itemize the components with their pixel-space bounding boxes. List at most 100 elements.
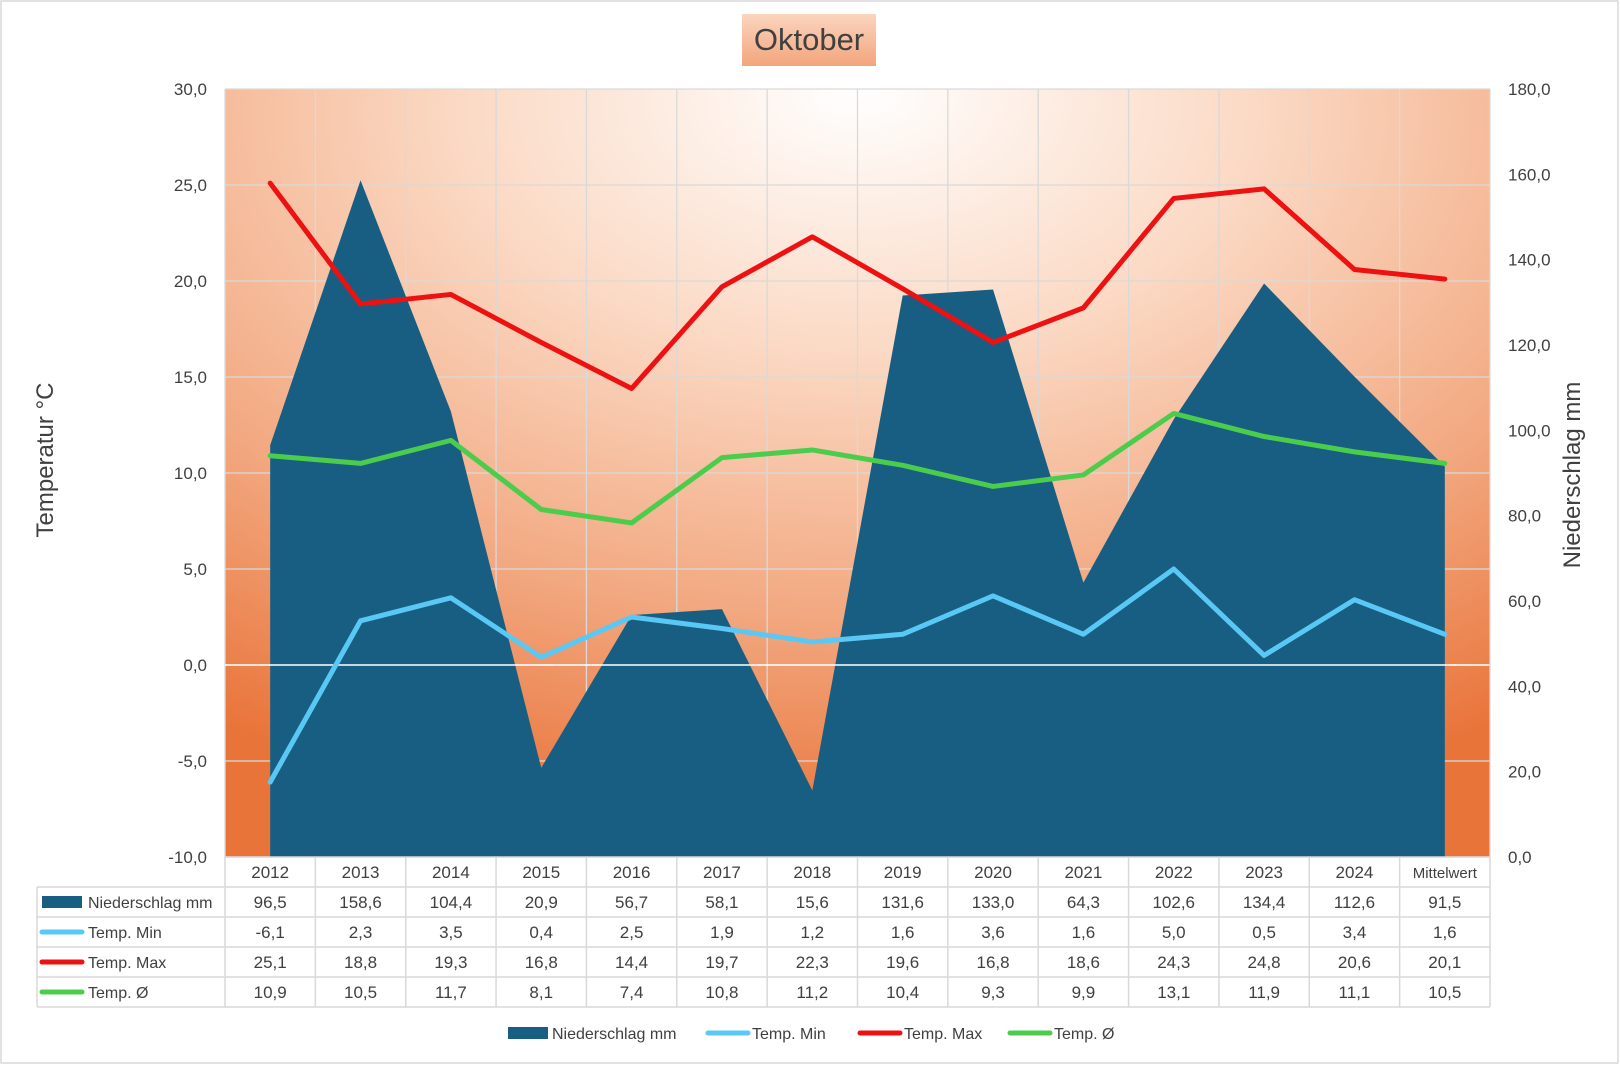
series-line-temp-max <box>267 180 1448 392</box>
table-cell: 10,5 <box>1428 983 1461 1002</box>
table-cell: 5,0 <box>1162 923 1186 942</box>
table-cell: 10,4 <box>886 983 919 1002</box>
table-cell: 102,6 <box>1152 893 1195 912</box>
table-row-label: Temp. Min <box>88 925 162 942</box>
table-cell: 20,6 <box>1338 953 1371 972</box>
table-cell: 8,1 <box>529 983 553 1002</box>
table-cell: 14,4 <box>615 953 648 972</box>
series-area-niederschlag <box>270 180 1445 858</box>
table-cell: 1,6 <box>1433 923 1457 942</box>
table-cell: 19,6 <box>886 953 919 972</box>
table-header-cell: 2012 <box>251 863 289 882</box>
table-cell: 1,2 <box>801 923 825 942</box>
y-tick-right: 60,0 <box>1508 592 1541 611</box>
y-tick-left: 30,0 <box>174 80 207 99</box>
table-row-label: Niederschlag mm <box>88 895 212 912</box>
table-cell: 11,1 <box>1339 983 1371 1002</box>
table-cell: 7,4 <box>620 983 644 1002</box>
table-header-cell: 2018 <box>793 863 831 882</box>
y-tick-right: 160,0 <box>1508 165 1551 184</box>
y-tick-left: -5,0 <box>178 752 207 771</box>
table-cell: -6,1 <box>256 923 285 942</box>
title-box <box>742 14 876 66</box>
table-header-cell: 2023 <box>1245 863 1283 882</box>
table-header-cell: 2020 <box>974 863 1012 882</box>
table-cell: 22,3 <box>796 953 829 972</box>
table-cell: 19,3 <box>434 953 467 972</box>
table-cell: 1,9 <box>710 923 734 942</box>
table-cell: 1,6 <box>891 923 915 942</box>
table-cell: 13,1 <box>1157 983 1190 1002</box>
y-tick-right: 0,0 <box>1508 848 1532 867</box>
table-cell: 91,5 <box>1428 893 1461 912</box>
y-tick-right: 100,0 <box>1508 421 1551 440</box>
table-cell: 20,9 <box>525 893 558 912</box>
y-tick-right: 40,0 <box>1508 677 1541 696</box>
legend-item: Niederschlag mm <box>552 1026 676 1043</box>
y-tick-left: 10,0 <box>174 464 207 483</box>
table-cell: 158,6 <box>339 893 382 912</box>
table-cell: 2,5 <box>620 923 644 942</box>
legend-item: Temp. Min <box>752 1026 826 1043</box>
y-tick-right: 20,0 <box>1508 763 1541 782</box>
y-tick-left: 25,0 <box>174 176 207 195</box>
table-cell: 131,6 <box>881 893 924 912</box>
chart-title: Oktober <box>754 22 864 57</box>
table-cell: 16,8 <box>525 953 558 972</box>
y-tick-right: 80,0 <box>1508 507 1541 526</box>
table-cell: 56,7 <box>615 893 648 912</box>
table-row-label: Temp. Max <box>88 955 166 972</box>
series-line-temp-avg <box>267 410 1448 526</box>
table-cell: 25,1 <box>254 953 287 972</box>
table-cell: 2,3 <box>349 923 373 942</box>
table-cell: 18,8 <box>344 953 377 972</box>
y-axis-right-label: Niederschlag mm <box>1559 382 1586 569</box>
table-header-cell: Mittelwert <box>1413 865 1478 882</box>
table-cell: 10,9 <box>254 983 287 1002</box>
table-cell: 134,4 <box>1243 893 1286 912</box>
y-tick-left: 20,0 <box>174 272 207 291</box>
table-cell: 9,3 <box>981 983 1005 1002</box>
table-cell: 0,4 <box>529 923 553 942</box>
table-cell: 20,1 <box>1428 953 1461 972</box>
table-cell: 11,2 <box>796 983 828 1002</box>
y-tick-right: 140,0 <box>1508 251 1551 270</box>
legend-item: Temp. Max <box>904 1026 982 1043</box>
table-cell: 11,9 <box>1248 983 1280 1002</box>
table-header-cell: 2016 <box>613 863 651 882</box>
table-header-cell: 2017 <box>703 863 741 882</box>
table-cell: 15,6 <box>796 893 829 912</box>
table-cell: 133,0 <box>972 893 1015 912</box>
legend-key-area <box>508 1027 548 1039</box>
table-cell: 3,4 <box>1343 923 1367 942</box>
table-header-cell: 2024 <box>1336 863 1374 882</box>
table-header-cell: 2022 <box>1155 863 1193 882</box>
series-line-temp-min <box>267 566 1448 785</box>
table-cell: 19,7 <box>705 953 738 972</box>
table-cell: 11,7 <box>435 983 467 1002</box>
y-axis-left-label: Temperatur °C <box>32 383 59 538</box>
table-cell: 10,8 <box>705 983 738 1002</box>
table-header-cell: 2013 <box>342 863 380 882</box>
table-cell: 3,5 <box>439 923 463 942</box>
table-cell: 64,3 <box>1067 893 1100 912</box>
table-cell: 16,8 <box>976 953 1009 972</box>
table-cell: 112,6 <box>1334 893 1375 912</box>
y-tick-right: 180,0 <box>1508 80 1551 99</box>
legend-item: Temp. Ø <box>1054 1026 1114 1043</box>
table-row-label: Temp. Ø <box>88 985 148 1002</box>
y-tick-left: -10,0 <box>168 848 207 867</box>
table-cell: 96,5 <box>254 893 287 912</box>
y-tick-right: 120,0 <box>1508 336 1551 355</box>
table-cell: 9,9 <box>1072 983 1096 1002</box>
table-cell: 3,6 <box>981 923 1005 942</box>
table-cell: 24,8 <box>1248 953 1281 972</box>
table-cell: 104,4 <box>430 893 473 912</box>
table-header-cell: 2019 <box>884 863 922 882</box>
table-header-cell: 2015 <box>522 863 560 882</box>
table-cell: 58,1 <box>705 893 738 912</box>
table-cell: 0,5 <box>1252 923 1276 942</box>
table-cell: 18,6 <box>1067 953 1100 972</box>
y-tick-left: 15,0 <box>174 368 207 387</box>
